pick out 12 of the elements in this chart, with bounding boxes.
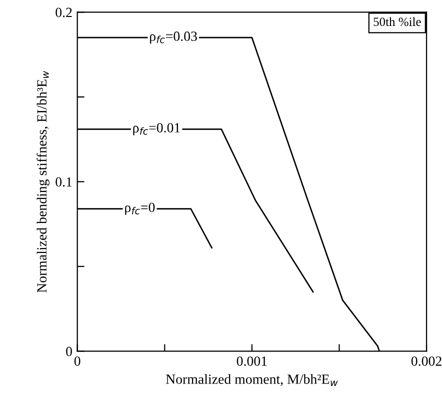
annotation: 50th %ile xyxy=(374,17,421,26)
y-tick-label: 0.1 xyxy=(56,177,72,187)
x-tick-label: 0 xyxy=(74,356,80,366)
y-tick-label: 0 xyxy=(66,346,72,356)
y-axis-title: Normalized bending stiffness, EI/bh³E$_{w}$ xyxy=(36,70,50,293)
x-axis-title: Normalized moment, M/bh²E$_{w}$ xyxy=(166,374,338,386)
series-label: ρ$_{fc}$=0.03 xyxy=(150,32,197,44)
x-tick-label: 0.001 xyxy=(236,356,267,366)
series-label: ρ$_{fc}$=0 xyxy=(125,202,155,215)
y-tick-label: 0.2 xyxy=(56,8,72,18)
series-label: ρ$_{fc}$=0.01 xyxy=(133,123,180,136)
x-tick-label: 0.002 xyxy=(411,356,442,366)
